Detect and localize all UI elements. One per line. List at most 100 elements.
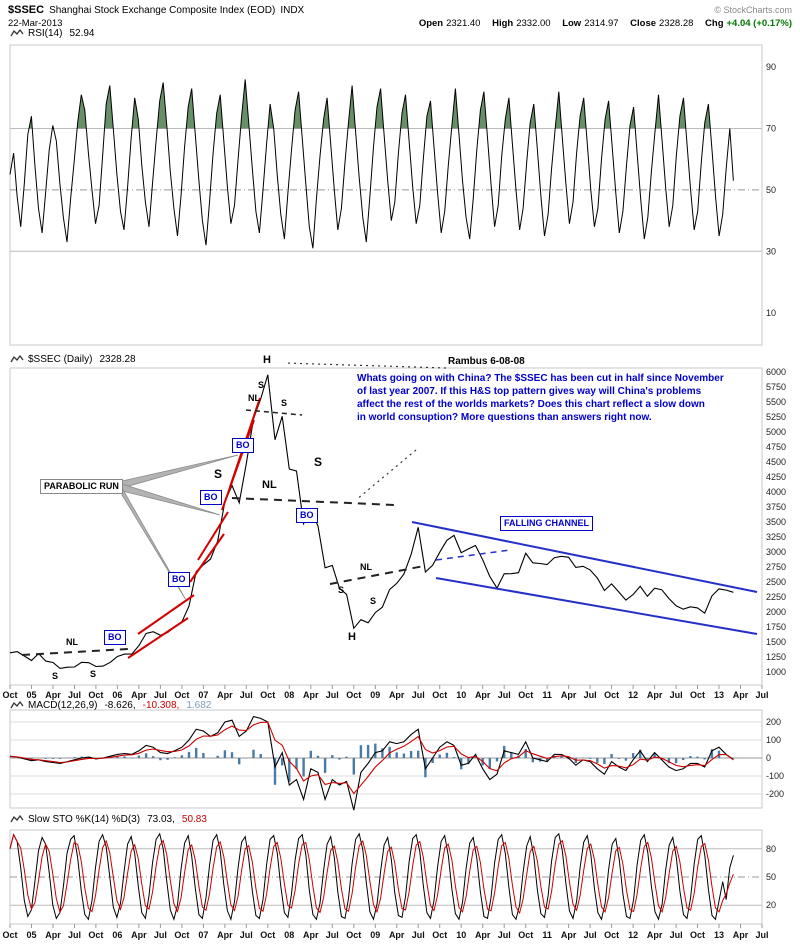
axis-label: 50 [766, 872, 776, 882]
axis-label: 4000 [766, 487, 786, 497]
open-value: 2321.40 [446, 18, 481, 29]
ohlc-quote-strip: Open 2321.40 High 2332.00 Low 2314.97 Close… [410, 18, 792, 29]
date-label: Apr [561, 930, 577, 940]
axis-label: 1500 [766, 637, 786, 647]
date-label: 11 [542, 690, 552, 700]
annotation-line-red [137, 594, 195, 635]
date-label: 06 [112, 930, 122, 940]
axis-label: 1250 [766, 652, 786, 662]
rsi-label-text: RSI(14) [28, 28, 63, 39]
exchange-code: INDX [280, 5, 305, 16]
macd-histogram-value: 1.682 [186, 700, 212, 711]
date-label: 12 [628, 930, 638, 940]
annotation-line-red [189, 533, 225, 583]
date-label: Jul [154, 690, 167, 700]
sto-panel-label: Slow STO %K(14) %D(3) 73.03, 50.83 [10, 814, 207, 825]
date-label: 11 [542, 930, 552, 940]
high-label: High [492, 18, 514, 29]
macd-label-text: MACD(12,26,9) [28, 700, 98, 711]
low-label: Low [562, 18, 582, 29]
axis-label: 100 [766, 735, 781, 745]
annotation-line-neck [21, 648, 129, 656]
date-label: 10 [456, 930, 466, 940]
header-title-row: $SSEC Shanghai Stock Exchange Composite … [8, 4, 792, 16]
date-label: Jul [68, 690, 81, 700]
date-label: Apr [217, 930, 233, 940]
date-label: Oct [174, 930, 189, 940]
date-label: Oct [604, 690, 619, 700]
date-label: Apr [131, 930, 147, 940]
date-label: 07 [198, 690, 208, 700]
line-series-icon [10, 815, 24, 823]
date-label: Oct [518, 690, 533, 700]
date-label: Apr [561, 690, 577, 700]
high-value: 2332.00 [516, 18, 551, 29]
axis-label: 0 [766, 753, 771, 763]
date-label: Jul [240, 690, 253, 700]
axis-label: 70 [766, 124, 776, 134]
date-label: 08 [284, 930, 294, 940]
sto-k-value: 73.03, [147, 814, 175, 825]
date-label: Oct [518, 930, 533, 940]
date-label: Jul [412, 930, 425, 940]
date-label: 09 [370, 690, 380, 700]
annotation-line-blue-dash [435, 549, 511, 561]
price-label-text: $SSEC (Daily) [28, 354, 93, 365]
date-label: Oct [2, 690, 17, 700]
axis-label: 5500 [766, 397, 786, 407]
open-label: Open [418, 18, 444, 29]
date-label: Oct [604, 930, 619, 940]
date-label: Oct [260, 690, 275, 700]
close-label: Close [630, 18, 657, 29]
date-label: Oct [432, 690, 447, 700]
change-label: Chg [705, 18, 724, 29]
date-label: Apr [303, 930, 319, 940]
date-label: Apr [217, 690, 233, 700]
date-label: Oct [346, 930, 361, 940]
date-label: 05 [26, 930, 36, 940]
date-label: Jul [68, 930, 81, 940]
axis-label: 5000 [766, 427, 786, 437]
axis-label: 2750 [766, 562, 786, 572]
axis-label: 2000 [766, 607, 786, 617]
macd-signal-value: -10.308, [142, 700, 180, 711]
low-value: 2314.97 [584, 18, 619, 29]
axis-label: 3250 [766, 532, 786, 542]
date-label: 05 [26, 690, 36, 700]
macd-line [9, 715, 734, 811]
annotation-line-blue [435, 577, 758, 635]
sto-k-line [9, 832, 734, 922]
line-series-icon [10, 701, 24, 709]
macd-signal-line [9, 721, 734, 795]
date-label: Apr [733, 690, 749, 700]
parabolic-run-arrow [121, 483, 221, 516]
axis-label: 5750 [766, 382, 786, 392]
axis-label: 1000 [766, 667, 786, 677]
date-label: Oct [260, 930, 275, 940]
date-label: 12 [628, 690, 638, 700]
date-label: 13 [714, 690, 724, 700]
axis-label: 80 [766, 844, 776, 854]
date-label: Oct [174, 690, 189, 700]
axis-label: 1750 [766, 622, 786, 632]
date-label: 10 [456, 690, 466, 700]
panel-border [9, 367, 763, 686]
axis-label: 90 [766, 62, 776, 72]
date-label: Oct [690, 690, 705, 700]
date-label: Apr [389, 930, 405, 940]
ticker-symbol: $SSEC [8, 4, 45, 16]
axis-label: 4750 [766, 442, 786, 452]
index-title: Shanghai Stock Exchange Composite Index … [49, 5, 276, 16]
axis-label: 5250 [766, 412, 786, 422]
date-label: Apr [475, 690, 491, 700]
annotation-line-dot [283, 362, 447, 369]
close-value: 2328.28 [659, 18, 694, 29]
date-label: Jul [584, 690, 597, 700]
axis-label: 2500 [766, 577, 786, 587]
annotation-line-neck-thin [245, 409, 303, 416]
date-label: 07 [198, 930, 208, 940]
sto-d-value: 50.83 [181, 814, 207, 825]
annotation-line-neck [329, 565, 425, 585]
axis-label: 20 [766, 900, 776, 910]
